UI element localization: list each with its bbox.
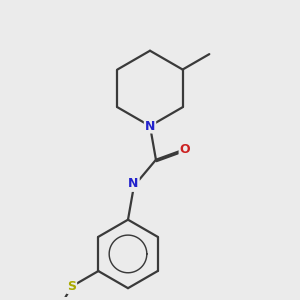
Text: S: S bbox=[67, 280, 76, 293]
Text: N: N bbox=[145, 119, 155, 133]
Text: O: O bbox=[180, 143, 190, 156]
Text: N: N bbox=[128, 177, 139, 190]
Text: H: H bbox=[129, 181, 139, 191]
